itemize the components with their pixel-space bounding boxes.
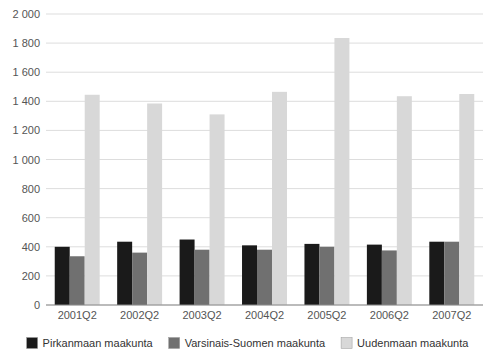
bar — [319, 247, 334, 305]
y-tick-label: 800 — [22, 183, 40, 195]
legend-swatch — [27, 338, 38, 349]
y-tick-label: 1 200 — [12, 124, 40, 136]
grid-line — [46, 217, 483, 218]
bar — [70, 256, 85, 305]
bar — [132, 253, 147, 305]
bar — [195, 250, 210, 305]
grid-line — [46, 43, 483, 44]
legend-swatch — [169, 338, 180, 349]
bar — [117, 242, 132, 305]
legend-label: Uudenmaan maakunta — [357, 337, 469, 349]
y-tick-label: 1 800 — [12, 37, 40, 49]
y-tick-label: 200 — [22, 270, 40, 282]
legend-label: Varsinais-Suomen maakunta — [185, 337, 326, 349]
bar — [55, 247, 70, 305]
x-tick-label: 2002Q2 — [120, 309, 159, 321]
legend-item: Pirkanmaan maakunta — [27, 337, 154, 349]
x-tick-label: 2007Q2 — [432, 309, 471, 321]
y-tick-label: 0 — [34, 299, 40, 311]
bars — [55, 38, 475, 305]
bar — [367, 245, 382, 305]
bar — [382, 250, 397, 305]
bar — [85, 95, 100, 305]
bar — [242, 245, 257, 305]
x-axis-line — [46, 305, 483, 306]
bar — [180, 240, 195, 305]
y-axis: 0 200 400 600 800 1 000 1 200 1 400 1 600 1 800 2 … — [12, 8, 483, 311]
legend-label: Pirkanmaan maakunta — [43, 337, 154, 349]
x-tick-label: 2004Q2 — [245, 309, 284, 321]
legend-item: Uudenmaan maakunta — [341, 337, 469, 349]
x-tick-label: 2001Q2 — [58, 309, 97, 321]
bar — [444, 242, 459, 305]
grid-line — [46, 159, 483, 160]
bar — [304, 244, 319, 305]
x-tick-label: 2003Q2 — [182, 309, 221, 321]
bar — [210, 114, 225, 305]
grid-line — [46, 14, 483, 15]
chart-container: Pirkanmaan maakunta Varsinais-Suomen maak… — [0, 0, 495, 359]
grid-line — [46, 72, 483, 73]
x-tick-label: 2005Q2 — [307, 309, 346, 321]
bar — [257, 250, 272, 305]
x-tick-label: 2006Q2 — [370, 309, 409, 321]
legend: Pirkanmaan maakunta Varsinais-Suomen maak… — [27, 337, 470, 349]
grid-line — [46, 188, 483, 189]
y-tick-label: 1 400 — [12, 95, 40, 107]
y-tick-label: 1 000 — [12, 154, 40, 166]
x-axis: 2001Q2 2002Q2 2003Q2 2004Q2 2005Q2 2006Q2 2007… — [46, 305, 483, 321]
bar — [147, 103, 162, 305]
legend-swatch — [341, 338, 352, 349]
y-tick-label: 1 600 — [12, 66, 40, 78]
grid-line — [46, 101, 483, 102]
y-tick-label: 400 — [22, 241, 40, 253]
chart: Pirkanmaan maakunta Varsinais-Suomen maak… — [0, 0, 495, 359]
bar — [334, 38, 349, 305]
grid-line — [46, 130, 483, 131]
bar — [459, 94, 474, 305]
grid-line — [46, 305, 483, 306]
bar — [272, 92, 287, 305]
grid-line — [46, 246, 483, 247]
bar — [429, 242, 444, 305]
legend-item: Varsinais-Suomen maakunta — [169, 337, 326, 349]
y-tick-label: 600 — [22, 212, 40, 224]
bar — [397, 96, 412, 305]
y-tick-label: 2 000 — [12, 8, 40, 20]
